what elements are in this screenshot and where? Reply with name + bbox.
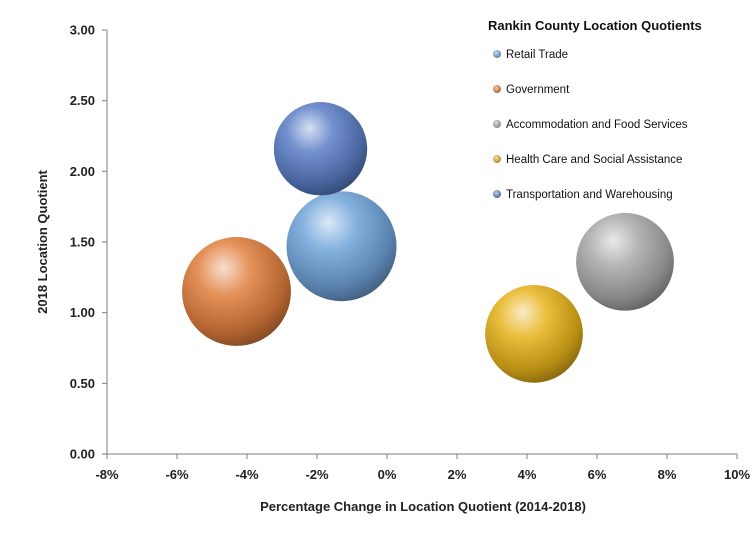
x-tick-label: -2% <box>305 467 329 482</box>
x-tick-label: 0% <box>378 467 397 482</box>
x-axis-ticks: -8% -6% -4% -2% 0% 2% 4% 6% 8% 10% <box>95 454 750 482</box>
x-tick-label: -6% <box>165 467 189 482</box>
y-axis-ticks: 0.00 0.50 1.00 1.50 2.00 2.50 3.00 <box>70 23 107 462</box>
y-tick-label: 2.00 <box>70 164 95 179</box>
bubble-retail-trade <box>286 191 397 302</box>
legend-label: Government <box>506 84 570 96</box>
x-tick-label: -4% <box>235 467 259 482</box>
bubble-health-care-and-social-assistance <box>485 284 583 383</box>
bubble-layer <box>182 102 674 383</box>
bubble-accommodation-and-food-services <box>576 212 674 311</box>
bubble-government <box>182 237 291 346</box>
legend-marker <box>493 155 501 163</box>
legend-marker <box>493 50 501 58</box>
x-tick-label: 8% <box>658 467 677 482</box>
x-tick-label: -8% <box>95 467 119 482</box>
x-tick-label: 2% <box>448 467 467 482</box>
legend-marker <box>493 120 501 128</box>
y-tick-label: 1.00 <box>70 305 95 320</box>
x-tick-label: 10% <box>724 467 750 482</box>
y-tick-label: 2.50 <box>70 93 95 108</box>
legend-label: Retail Trade <box>506 49 568 61</box>
y-tick-label: 3.00 <box>70 23 95 38</box>
legend-title: Rankin County Location Quotients <box>488 18 702 33</box>
x-tick-label: 4% <box>518 467 537 482</box>
legend-marker <box>493 190 501 198</box>
legend-label: Health Care and Social Assistance <box>506 154 682 166</box>
y-axis-title: 2018 Location Quotient <box>35 169 50 313</box>
legend-marker <box>493 85 501 93</box>
y-tick-label: 1.50 <box>70 235 95 250</box>
legend-label: Transportation and Warehousing <box>506 189 673 201</box>
legend-label: Accommodation and Food Services <box>506 119 688 131</box>
bubble-transportation-and-warehousing <box>273 102 368 196</box>
legend: Retail Trade Government Accommodation and … <box>493 49 688 201</box>
x-tick-label: 6% <box>588 467 607 482</box>
y-tick-label: 0.50 <box>70 376 95 391</box>
y-tick-label: 0.00 <box>70 447 95 462</box>
x-axis-title: Percentage Change in Location Quotient (… <box>260 499 586 514</box>
